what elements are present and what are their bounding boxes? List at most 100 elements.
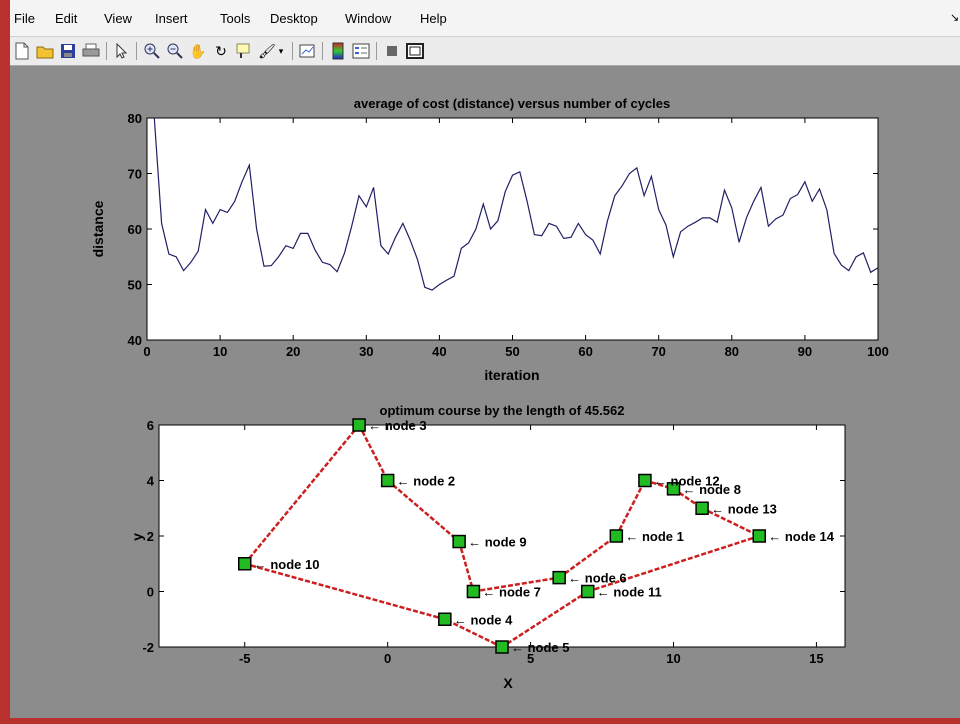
cost-ytick-label: 80 — [128, 111, 142, 126]
colorbar-icon[interactable] — [328, 41, 348, 61]
route-ytick-label: -2 — [142, 640, 154, 655]
route-plot-ticks: -5 0 5 10 15 -2 0 2 4 6 — [142, 418, 845, 666]
route-node-marker[interactable] — [238, 557, 252, 571]
route-node-label: ← node 12 — [654, 474, 720, 489]
dropdown-arrow-icon[interactable]: ▾ — [278, 46, 284, 56]
route-plot-ylabel: y — [129, 533, 145, 541]
figure-toolbar: ✋ ↻ 🖌 ▾ — [10, 37, 960, 66]
cost-xtick-label: 60 — [578, 344, 592, 359]
cost-ytick-label: 40 — [128, 333, 142, 348]
route-node-marker[interactable] — [552, 570, 566, 585]
route-ytick-label: 6 — [147, 418, 154, 433]
menu-window[interactable]: Window — [345, 11, 392, 26]
menu-desktop[interactable]: Desktop — [270, 11, 318, 26]
cost-series-line — [153, 117, 879, 291]
new-file-icon[interactable] — [12, 41, 32, 61]
route-node-marker[interactable] — [695, 501, 709, 515]
route-node-marker[interactable] — [666, 482, 681, 496]
route-node-label: ← node 11 — [597, 585, 662, 600]
cost-xtick-label: 50 — [505, 344, 519, 359]
pointer-icon[interactable] — [111, 41, 131, 61]
route-xtick-label: -5 — [239, 651, 251, 666]
route-node-label: ← node 6 — [568, 571, 627, 586]
route-node-marker[interactable] — [581, 584, 595, 599]
route-node-label: ← node 9 — [468, 535, 527, 550]
route-node-marker[interactable] — [452, 534, 466, 549]
route-node-marker[interactable] — [466, 584, 481, 599]
route-node-marker[interactable] — [380, 473, 395, 488]
route-node-label: ← node 7 — [482, 585, 541, 600]
cost-plot-area[interactable] — [146, 117, 879, 341]
cost-plot-ylabel: distance — [90, 200, 106, 257]
menu-file[interactable]: File — [14, 11, 35, 26]
route-segment — [473, 576, 560, 593]
route-node-marker[interactable] — [495, 640, 509, 654]
rotate-3d-icon[interactable]: ↻ — [215, 43, 227, 59]
toolbar-separator — [322, 42, 323, 60]
open-folder-icon[interactable] — [35, 41, 55, 61]
toolbar-separator — [106, 42, 107, 60]
route-xtick-label: 10 — [666, 651, 680, 666]
data-cursor-icon[interactable] — [234, 41, 254, 61]
route-path — [243, 424, 760, 649]
route-node-label: ← node 14 — [768, 529, 835, 544]
cost-xtick-label: 90 — [798, 344, 812, 359]
show-plot-tools-icon[interactable] — [405, 41, 425, 61]
route-node-label: ← node 8 — [683, 482, 742, 497]
route-node-marker[interactable] — [752, 529, 766, 543]
cost-ytick-label: 50 — [128, 278, 142, 293]
route-segment — [386, 479, 460, 543]
route-ytick-label: 4 — [147, 474, 155, 489]
cost-xtick-label: 30 — [359, 344, 373, 359]
route-plot-xlabel: X — [503, 675, 513, 691]
route-segment — [587, 534, 760, 593]
route-ytick-label: 0 — [147, 585, 154, 600]
toolbar-separator — [376, 42, 377, 60]
route-ytick-label: 2 — [147, 529, 154, 544]
route-xtick-label: 0 — [384, 651, 391, 666]
route-segment — [615, 479, 647, 537]
hide-plot-tools-icon[interactable] — [382, 41, 402, 61]
pan-hand-icon[interactable]: ✋ — [189, 43, 207, 59]
menu-tools[interactable]: Tools — [220, 11, 251, 26]
menu-edit[interactable]: Edit — [55, 11, 78, 26]
cost-ytick-label: 60 — [128, 222, 142, 237]
cost-ytick-label: 70 — [128, 167, 142, 182]
route-node-marker[interactable] — [609, 529, 624, 543]
cost-xtick-label: 40 — [432, 344, 446, 359]
save-icon[interactable] — [58, 41, 78, 61]
route-xtick-label: 15 — [809, 651, 823, 666]
route-node-label: ← node 2 — [397, 474, 456, 489]
figure-window: File Edit View Insert Tools Desktop Wind… — [10, 0, 960, 718]
route-nodes: ← node 1 ← node 2 ← node 3 ← node 4 ← node 5… — [238, 418, 835, 655]
zoom-out-icon[interactable] — [165, 41, 185, 61]
brush-icon[interactable]: 🖌 — [258, 43, 276, 59]
route-node-marker[interactable] — [638, 473, 652, 488]
cost-xtick-label: 100 — [867, 344, 889, 359]
cost-plot-xlabel: iteration — [484, 367, 539, 383]
route-node-marker[interactable] — [438, 612, 452, 626]
route-plot-area[interactable] — [158, 424, 846, 648]
link-plot-icon[interactable] — [298, 41, 318, 61]
route-xtick-label: 5 — [527, 651, 534, 666]
zoom-in-icon[interactable] — [142, 41, 162, 61]
route-node-label: ← node 1 — [625, 529, 684, 544]
route-node-marker[interactable] — [352, 418, 366, 432]
print-icon[interactable] — [81, 41, 101, 61]
cost-xtick-label: 70 — [651, 344, 665, 359]
legend-icon[interactable] — [351, 41, 371, 61]
route-plot-title: optimum course by the length of 45.562 — [380, 403, 625, 418]
menubar-dock-arrow-icon[interactable]: ↘ — [950, 12, 960, 24]
route-node-label: ← node 4 — [454, 612, 513, 627]
route-segment — [701, 507, 760, 538]
route-node-label: ← node 5 — [511, 640, 570, 655]
cost-xtick-label: 20 — [286, 344, 300, 359]
cost-plot-title: average of cost (distance) versus number… — [354, 96, 670, 111]
cost-plot-axes: 0 10 20 30 40 50 60 70 80 90 100 40 50 60 70 80 average… — [90, 96, 889, 383]
cost-plot-ticks: 0 10 20 30 40 50 60 70 80 90 100 40 50 60 70 80 — [128, 111, 889, 359]
menu-insert[interactable]: Insert — [155, 11, 188, 26]
menu-view[interactable]: View — [104, 11, 132, 26]
menu-help[interactable]: Help — [420, 11, 447, 26]
toolbar-separator — [136, 42, 137, 60]
route-segment — [357, 424, 389, 482]
